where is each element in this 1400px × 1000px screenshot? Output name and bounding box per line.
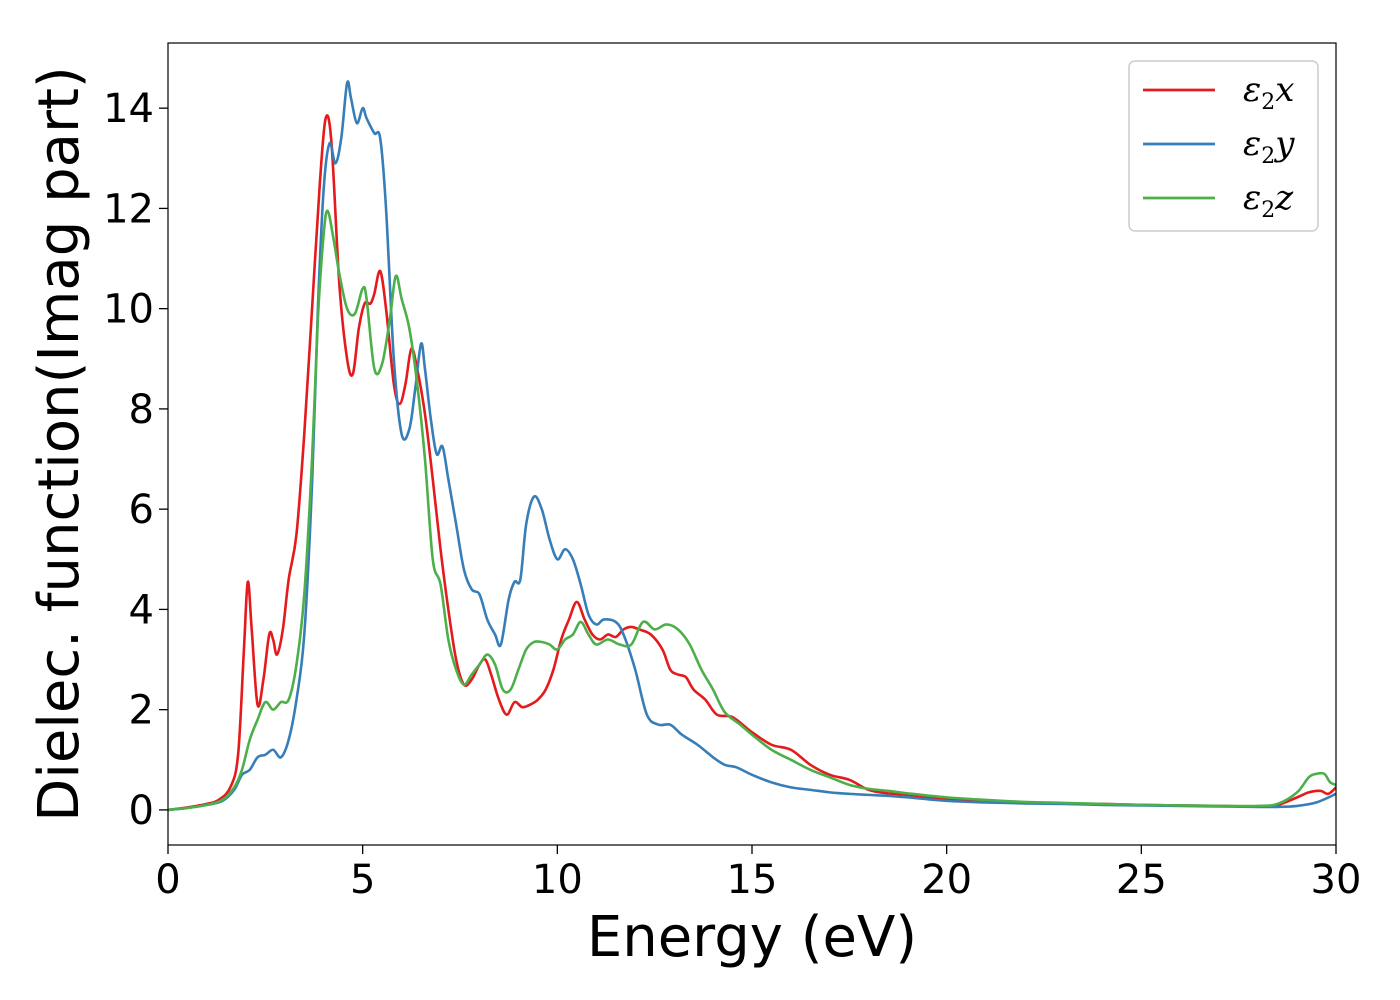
x-tick-label: 30	[1311, 857, 1362, 903]
x-axis-label: Energy (eV)	[587, 905, 917, 970]
x-tick-label: 10	[532, 857, 583, 903]
x-axis-ticks: 0 5 10 15 20 25 30	[155, 845, 1361, 903]
y-tick-label: 0	[129, 788, 154, 834]
y-tick-label: 14	[103, 86, 154, 132]
series-layer	[168, 80, 1336, 812]
y-tick-label: 6	[129, 487, 154, 533]
x-tick-label: 25	[1116, 857, 1167, 903]
legend-label-z: ε2z	[1243, 178, 1294, 223]
y-tick-label: 10	[103, 287, 154, 333]
x-tick-label: 20	[921, 857, 972, 903]
y-tick-label: 8	[129, 387, 154, 433]
legend-label-x: ε2x	[1243, 70, 1294, 115]
series-line-x	[168, 114, 1336, 812]
y-tick-label: 12	[103, 186, 154, 232]
legend-label-y: ε2y	[1243, 124, 1295, 169]
y-axis-label: Dielec. function(Imag part)	[27, 66, 92, 822]
x-tick-label: 5	[350, 857, 375, 903]
x-tick-label: 0	[155, 857, 180, 903]
x-tick-label: 15	[727, 857, 778, 903]
legend: ε2x ε2y ε2z	[1128, 60, 1319, 232]
legend-box	[1128, 60, 1319, 232]
y-axis-ticks: 0 2 4 6 8 10 12 14	[103, 86, 168, 834]
y-tick-label: 4	[129, 587, 154, 633]
series-line-z	[168, 209, 1336, 812]
y-tick-label: 2	[129, 688, 154, 734]
